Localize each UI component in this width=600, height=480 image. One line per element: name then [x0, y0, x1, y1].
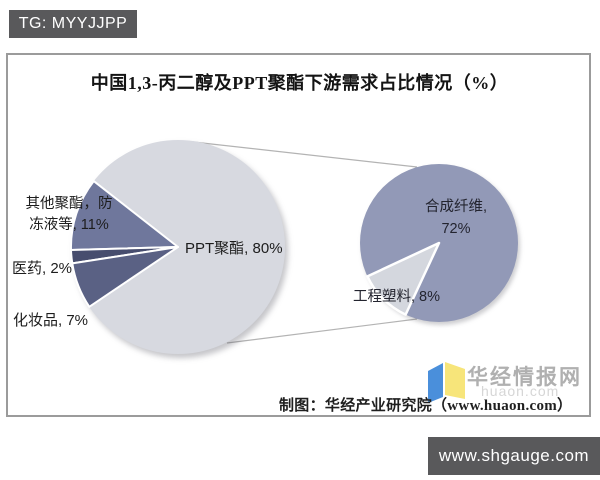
shgauge-badge-label: www.shgauge.com: [438, 446, 590, 465]
label-synthetic-fiber-line2: 72%: [441, 221, 471, 237]
label-synthetic-fiber-line1: 合成纤维,: [424, 199, 488, 215]
label-engineering-plastics: 工程塑料, 8%: [353, 289, 441, 305]
label-synthetic-fiber: 合成纤维, 72%: [406, 196, 506, 240]
connector-line-top: [188, 140, 418, 168]
book-logo-right-page: [445, 362, 465, 399]
pie-slice-cosmetics: [71, 246, 179, 308]
connector-line-bottom: [226, 318, 418, 344]
book-logo-left-page: [428, 363, 443, 403]
pie-slice-other-polyester: [69, 180, 179, 251]
chart-title: 中国1,3-丙二醇及PPT聚酯下游需求占比情况（%）: [90, 73, 509, 93]
shgauge-badge: www.shgauge.com: [428, 437, 600, 475]
label-other-polyester: 其他聚酯，防 冻液等, 11%: [17, 194, 121, 236]
watermark-text: 华经情报网: [467, 366, 582, 389]
label-other-polyester-line1: 其他聚酯，防: [25, 196, 113, 212]
label-pharma: 医药, 2%: [12, 260, 73, 277]
label-ppt-polyester: PPT聚酯, 80%: [185, 240, 283, 257]
tg-badge: TG: MYYJJPP: [9, 10, 137, 38]
credit-line: 制图：华经产业研究院（www.huaon.com）: [279, 398, 573, 414]
label-cosmetics: 化妆品, 7%: [13, 312, 89, 329]
pie-slice-engineering-plastics: [366, 241, 441, 316]
huajing-book-logo-icon: [428, 362, 465, 403]
label-other-polyester-line2: 冻液等, 11%: [29, 217, 109, 233]
watermark-subtext: huaon.com: [481, 383, 560, 399]
tg-badge-label: TG: MYYJJPP: [18, 15, 128, 32]
